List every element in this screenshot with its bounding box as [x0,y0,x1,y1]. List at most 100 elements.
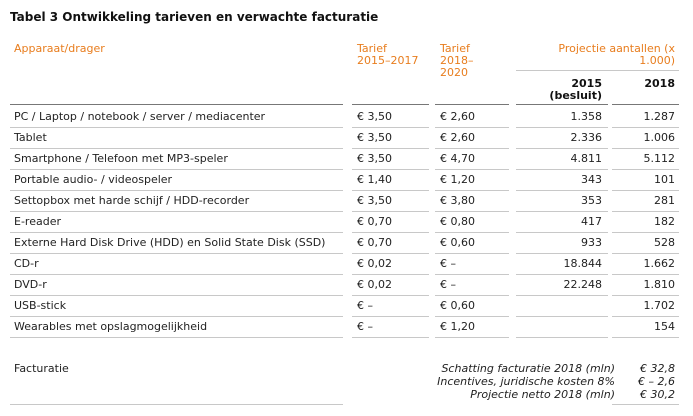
row-rule [516,232,608,233]
row-rule [612,211,679,212]
row-rule [612,190,679,191]
row-tariff-2015: € 3,50 [357,131,392,144]
row-rule [435,127,509,128]
row-rule [352,190,429,191]
row-device: CD-r [14,257,39,270]
row-rule [435,148,509,149]
row-tariff-2015: € 0,02 [357,278,392,291]
row-rule [612,148,679,149]
header-device: Apparaat/drager [14,42,105,55]
row-rule [352,148,429,149]
row-rule [516,253,608,254]
row-rule [10,148,343,149]
row-rule [516,295,608,296]
header-tariff-2015-line1: Tarief [357,42,387,55]
footer-line-3-value: € 30,2 [640,388,675,401]
row-tariff-2015: € 0,02 [357,257,392,270]
row-rule [352,232,429,233]
header-rule-2 [352,104,429,105]
row-rule [352,274,429,275]
row-device: USB-stick [14,299,67,312]
row-projection-2018: 5.112 [643,152,676,165]
row-rule [352,337,429,338]
header-year-2015: 2015 (besluit) [520,78,602,102]
row-rule [435,295,509,296]
row-rule [352,169,429,170]
header-rule-3 [435,104,509,105]
row-tariff-2018: € 0,60 [440,236,475,249]
header-rule-1 [10,104,343,105]
row-rule [10,211,343,212]
row-tariff-2018: € 0,60 [440,299,475,312]
row-projection-2015: 933 [581,236,602,249]
row-rule [612,253,679,254]
row-projection-2018: 154 [654,320,675,333]
header-year-2015-line1: 2015 [571,77,602,90]
header-year-2018: 2018 [644,77,675,90]
header-tariff-2015: Tarief 2015–2017 [357,43,419,67]
row-tariff-2018: € 1,20 [440,173,475,186]
row-device: Settopbox met harde schijf / HDD-recorde… [14,194,250,207]
row-projection-2015: 2.336 [570,131,603,144]
header-rule-5 [612,104,679,105]
row-rule [10,253,343,254]
row-rule [516,169,608,170]
row-projection-2018: 1.810 [643,278,676,291]
row-tariff-2018: € 2,60 [440,110,475,123]
row-rule [10,295,343,296]
header-projection-line2: 1.000) [639,54,675,67]
footer-line-1-text: Schatting facturatie 2018 (mln) [441,362,615,375]
row-tariff-2015: € 3,50 [357,194,392,207]
row-rule [352,295,429,296]
row-rule [10,316,343,317]
row-rule [516,337,608,338]
row-projection-2018: 1.006 [643,131,676,144]
table-title: Tabel 3 Ontwikkeling tarieven en verwach… [10,10,379,24]
row-tariff-2015: € 3,50 [357,110,392,123]
row-rule [435,337,509,338]
row-rule [10,274,343,275]
row-tariff-2015: € – [357,299,373,312]
header-tariff-2018: Tarief 2018– 2020 [440,43,474,79]
row-tariff-2018: € 3,80 [440,194,475,207]
row-rule [612,295,679,296]
row-rule [435,316,509,317]
row-rule [435,211,509,212]
row-rule [352,211,429,212]
row-rule [516,316,608,317]
row-rule [612,274,679,275]
header-tariff-2015-line2: 2015–2017 [357,54,419,67]
row-tariff-2015: € 0,70 [357,236,392,249]
row-rule [352,127,429,128]
header-year-2015-line2: (besluit) [549,89,602,102]
footer-rule-1 [10,404,343,405]
row-rule [612,127,679,128]
footer-line-1-value: € 32,8 [640,362,675,375]
row-rule [516,127,608,128]
row-rule [10,127,343,128]
row-device: Tablet [14,131,47,144]
row-projection-2015: 417 [581,215,602,228]
row-tariff-2015: € – [357,320,373,333]
header-tariff-2018-line2: 2018– [440,54,474,67]
row-tariff-2018: € 4,70 [440,152,475,165]
row-rule [435,232,509,233]
row-device: Portable audio- / videospeler [14,173,173,186]
row-projection-2018: 101 [654,173,675,186]
projection-divider [516,70,679,71]
row-rule [516,148,608,149]
row-rule [612,169,679,170]
row-rule [435,169,509,170]
row-device: E-reader [14,215,61,228]
row-projection-2015: 18.844 [563,257,603,270]
row-rule [435,253,509,254]
header-rule-4 [516,104,608,105]
row-tariff-2015: € 0,70 [357,215,392,228]
row-tariff-2018: € – [440,257,456,270]
row-rule [352,253,429,254]
row-projection-2015: 353 [581,194,602,207]
row-rule [10,337,343,338]
row-projection-2018: 281 [654,194,675,207]
row-rule [516,211,608,212]
row-tariff-2015: € 1,40 [357,173,392,186]
